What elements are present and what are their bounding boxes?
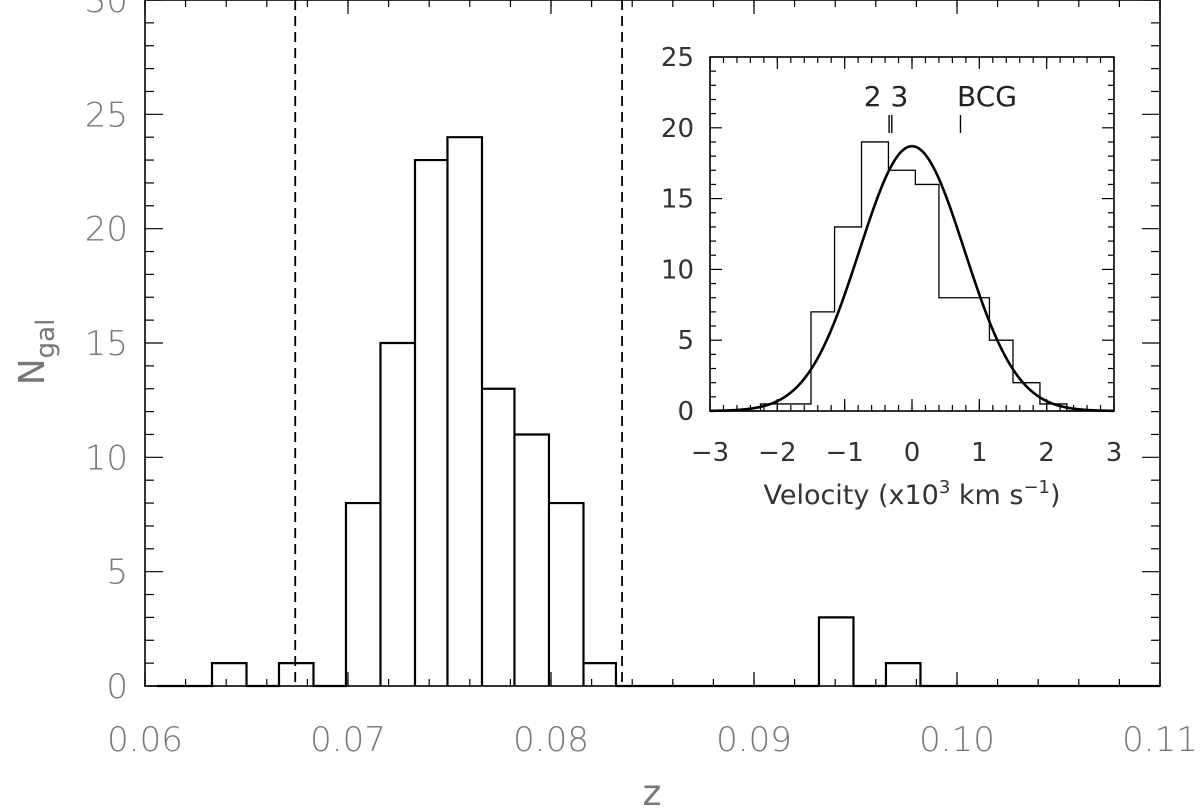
inset-x-axis-label-unit: km s: [950, 480, 1023, 511]
main-x-tick-label: 0.07: [310, 720, 386, 760]
inset-y-tick-label: 5: [677, 326, 694, 356]
inset-x-axis-label: Velocity (x103 km s−1): [763, 477, 1060, 511]
histogram-bar: [380, 343, 415, 686]
inset-x-tick-label: −3: [691, 438, 729, 468]
main-y-tick-label: 15: [85, 324, 128, 364]
histogram-bar: [447, 137, 482, 686]
main-y-tick-label: 25: [85, 95, 128, 135]
histogram-bar: [819, 617, 854, 686]
main-y-tick-label: 5: [106, 553, 128, 593]
inset-gaussian-fit-curve: [709, 144, 1115, 413]
inset-histogram-outline: [710, 141, 1114, 412]
main-x-tick-label: 0.08: [513, 720, 589, 760]
inset-x-tick-label: 3: [1106, 438, 1123, 468]
histogram-bar: [212, 663, 247, 686]
histogram-bar: [279, 663, 314, 686]
histogram-bar: [482, 389, 514, 686]
inset-x-axis-label-sup: 3: [939, 477, 950, 498]
inset-x-tick-label: 1: [971, 438, 988, 468]
marker-label-bcg: BCG: [957, 80, 1017, 113]
histogram-bar: [549, 503, 584, 686]
inset-x-tick-label: 0: [904, 438, 921, 468]
histogram-bar: [886, 663, 921, 686]
main-x-tick-label: 0.10: [919, 720, 995, 760]
main-y-tick-label: 10: [85, 438, 128, 478]
inset-x-tick-label: 2: [1038, 438, 1055, 468]
marker-label-2-3: 2 3: [864, 80, 909, 113]
main-y-tick-label: 0: [106, 667, 128, 707]
inset-x-tick-label: −1: [826, 438, 864, 468]
inset-x-axis-label-close: ): [1050, 480, 1061, 511]
main-y-tick-label: 30: [85, 0, 128, 21]
main-x-tick-label: 0.09: [716, 720, 792, 760]
inset-x-axis-label-unit-sup: −1: [1023, 477, 1050, 498]
inset-member-markers: [888, 115, 962, 133]
histogram-bar: [415, 160, 447, 686]
inset-y-tick-label: 20: [661, 114, 694, 144]
main-y-tick-label: 20: [85, 210, 128, 250]
inset-background: [710, 57, 1114, 411]
main-histogram-outline: [157, 136, 1160, 688]
main-y-axis-label: Ngal: [12, 319, 61, 386]
inset-x-axis-label-part1: Velocity (x10: [763, 480, 938, 511]
main-y-axis-label-main: N: [12, 358, 53, 385]
inset-x-tick-label: −2: [758, 438, 796, 468]
main-y-axis-label-sub: gal: [31, 319, 61, 359]
inset-y-tick-label: 25: [661, 43, 694, 73]
histogram-bar: [346, 503, 381, 686]
histogram-bar: [583, 663, 615, 686]
inset-tick-labels: −3 −2 −1 0 1 2 3 0 5 10 15 20 25: [661, 43, 1122, 468]
inset-y-tick-label: 15: [661, 185, 694, 215]
main-ticks: [144, 0, 1161, 687]
inset-y-tick-label: 10: [661, 255, 694, 285]
histogram-bar: [514, 434, 549, 686]
main-x-tick-label: 0.11: [1122, 720, 1198, 760]
main-x-tick-label: 0.06: [107, 720, 183, 760]
main-dashed-cut-lines: [294, 0, 623, 686]
inset-y-tick-label: 0: [677, 397, 694, 427]
main-x-axis-label: z: [643, 773, 662, 809]
